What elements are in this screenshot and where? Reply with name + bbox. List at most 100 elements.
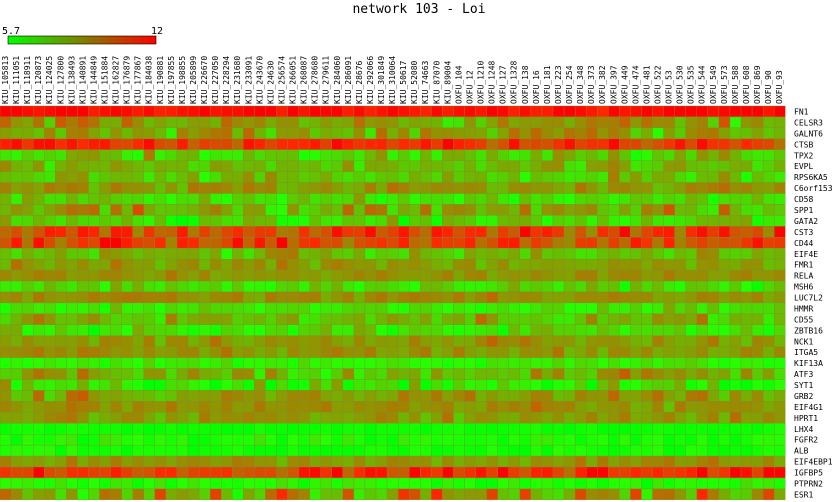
heatmap-cell xyxy=(519,357,532,369)
heatmap-cell xyxy=(608,116,620,129)
heatmap-cell xyxy=(774,105,786,118)
heatmap-cell xyxy=(0,302,12,315)
heatmap-cell xyxy=(586,149,598,161)
heatmap-cell xyxy=(375,444,388,457)
heatmap-cell xyxy=(464,335,476,347)
heatmap-cell xyxy=(774,335,786,347)
heatmap-cell xyxy=(608,182,620,194)
heatmap-cell xyxy=(541,466,554,479)
heatmap-cell xyxy=(0,258,12,271)
heatmap-cell xyxy=(309,149,321,161)
heatmap-cell xyxy=(88,226,100,238)
heatmap-cell xyxy=(563,455,576,468)
heatmap-cell xyxy=(597,302,609,315)
heatmap-cell xyxy=(486,204,498,216)
heatmap-cell xyxy=(674,455,686,468)
heatmap-cell xyxy=(331,258,344,271)
heatmap-cell xyxy=(530,160,543,172)
heatmap-cell xyxy=(10,226,23,238)
heatmap-cell xyxy=(751,324,764,336)
heatmap-cell xyxy=(320,248,332,260)
heatmap-cell xyxy=(729,138,742,150)
column-label: KIU_87070 xyxy=(432,60,441,104)
heatmap-cell xyxy=(187,248,200,260)
heatmap-cell xyxy=(44,434,56,446)
heatmap-cell xyxy=(740,291,753,304)
heatmap-cell xyxy=(464,324,476,336)
heatmap-cell xyxy=(586,379,598,391)
heatmap-cell xyxy=(641,488,653,501)
heatmap-cell xyxy=(464,357,476,369)
heatmap-cell xyxy=(586,248,598,260)
heatmap-cell xyxy=(165,280,178,293)
heatmap-cell xyxy=(740,105,753,118)
column-label: OXFU_573 xyxy=(720,65,729,104)
heatmap-cell xyxy=(740,313,753,325)
heatmap-cell xyxy=(563,412,576,424)
heatmap-cell xyxy=(574,105,587,118)
heatmap-cell xyxy=(630,160,642,172)
heatmap-cell xyxy=(774,434,786,446)
heatmap-cell xyxy=(121,401,133,413)
heatmap-cell xyxy=(55,390,67,402)
heatmap-cell xyxy=(397,160,410,172)
heatmap-cell xyxy=(574,455,587,468)
column-label: KIU_292066 xyxy=(366,56,375,104)
heatmap-cell xyxy=(154,160,167,172)
heatmap-cell xyxy=(254,105,266,118)
heatmap-cell xyxy=(630,368,642,380)
heatmap-cell xyxy=(309,182,321,194)
heatmap-cell xyxy=(353,291,366,304)
heatmap-cell xyxy=(442,171,454,183)
column-label: OXFU_549 xyxy=(709,65,718,104)
heatmap-cell xyxy=(464,193,476,205)
heatmap-cell xyxy=(541,390,554,402)
heatmap-cell xyxy=(110,466,122,479)
heatmap-cell xyxy=(652,335,664,347)
heatmap-cell xyxy=(597,379,609,391)
heatmap-cell xyxy=(409,488,421,501)
heatmap-cell xyxy=(232,280,244,293)
heatmap-cell xyxy=(298,149,310,161)
heatmap-cell xyxy=(110,401,122,413)
heatmap-cell xyxy=(431,182,443,194)
heatmap-cell xyxy=(586,390,598,402)
row-label: RPS6KA5 xyxy=(794,173,828,182)
heatmap-cell xyxy=(740,324,753,336)
heatmap-cell xyxy=(198,357,211,369)
heatmap-cell xyxy=(88,390,100,402)
heatmap-cell xyxy=(442,269,454,282)
heatmap-cell xyxy=(33,291,45,304)
heatmap-cell xyxy=(276,171,288,183)
heatmap-cell xyxy=(132,280,144,293)
column-label: OXFU_535 xyxy=(687,65,696,104)
heatmap-cell xyxy=(132,412,144,424)
heatmap-cell xyxy=(143,280,156,293)
heatmap-cell xyxy=(552,105,565,118)
heatmap-cell xyxy=(0,204,12,216)
heatmap-cell xyxy=(530,357,543,369)
heatmap-cell xyxy=(397,302,410,315)
heatmap-cell xyxy=(165,466,178,479)
heatmap-cell xyxy=(287,488,299,501)
heatmap-cell xyxy=(287,444,299,457)
heatmap-cell xyxy=(508,237,520,249)
heatmap-cell xyxy=(243,105,255,118)
heatmap-cell xyxy=(586,291,598,304)
heatmap-cell xyxy=(287,466,299,479)
heatmap-cell xyxy=(519,269,532,282)
heatmap-cell xyxy=(364,324,377,336)
heatmap-cell xyxy=(641,116,653,129)
heatmap-cell xyxy=(320,324,332,336)
heatmap-cell xyxy=(641,477,653,490)
heatmap-cell xyxy=(663,466,675,479)
heatmap-cell xyxy=(729,291,742,304)
heatmap-cell xyxy=(552,466,565,479)
heatmap-cell xyxy=(187,269,200,282)
heatmap-cell xyxy=(176,171,189,183)
heatmap-cell xyxy=(674,116,686,129)
heatmap-cell xyxy=(453,138,465,150)
heatmap-cell xyxy=(33,248,45,260)
heatmap-cell xyxy=(586,127,598,139)
heatmap-cell xyxy=(0,401,12,413)
